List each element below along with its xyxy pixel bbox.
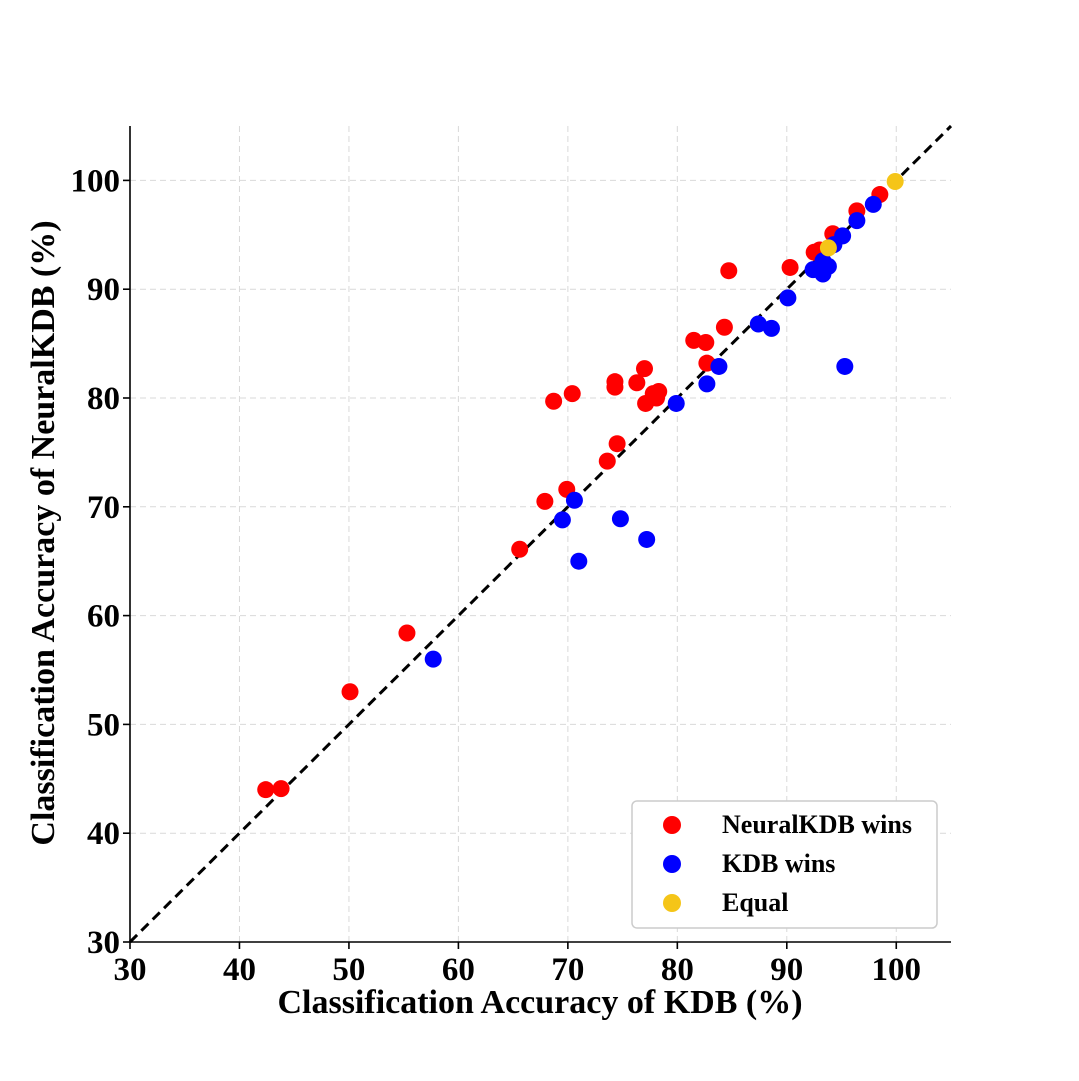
point-neuralkdb-wins bbox=[606, 373, 624, 391]
point-kdb-wins bbox=[864, 195, 882, 213]
point-neuralkdb-wins bbox=[715, 318, 733, 336]
x-tick-label: 30 bbox=[114, 952, 147, 988]
y-tick-label: 100 bbox=[71, 163, 121, 199]
y-tick-label: 50 bbox=[87, 707, 120, 743]
y-axis-title: Classification Accuracy of NeuralKDB (%) bbox=[25, 220, 62, 845]
point-neuralkdb-wins bbox=[628, 374, 646, 392]
y-tick-label: 30 bbox=[87, 925, 120, 961]
point-kdb-wins bbox=[814, 252, 832, 270]
point-neuralkdb-wins bbox=[257, 781, 275, 799]
point-neuralkdb-wins bbox=[511, 540, 529, 558]
y-tick-label: 90 bbox=[87, 272, 120, 308]
point-kdb-wins bbox=[834, 227, 852, 245]
legend-marker-equal bbox=[663, 894, 681, 912]
y-tick-label: 80 bbox=[87, 381, 120, 417]
point-neuralkdb-wins bbox=[341, 683, 359, 701]
point-kdb-wins bbox=[779, 289, 797, 307]
legend: NeuralKDB wins KDB wins Equal bbox=[631, 800, 938, 929]
x-tick-label: 90 bbox=[770, 952, 803, 988]
y-tick-label: 60 bbox=[87, 599, 120, 635]
point-kdb-wins bbox=[570, 552, 588, 570]
x-axis-title: Classification Accuracy of KDB (%) bbox=[277, 984, 802, 1021]
point-neuralkdb-wins bbox=[635, 360, 653, 378]
point-kdb-wins bbox=[638, 530, 656, 548]
point-neuralkdb-wins bbox=[781, 258, 799, 276]
point-kdb-wins bbox=[667, 394, 685, 412]
point-equal bbox=[819, 239, 837, 257]
point-equal bbox=[886, 172, 904, 190]
point-neuralkdb-wins bbox=[697, 334, 715, 352]
y-tick-label: 40 bbox=[87, 816, 120, 852]
x-tick-label: 60 bbox=[442, 952, 475, 988]
point-neuralkdb-wins bbox=[598, 452, 616, 470]
axis-layer: 30 40 50 60 70 80 90 100 30 40 50 60 70 80 90 100 bbox=[71, 126, 951, 988]
point-kdb-wins bbox=[611, 510, 629, 528]
point-neuralkdb-wins bbox=[536, 492, 554, 510]
x-tick-label: 50 bbox=[332, 952, 365, 988]
point-kdb-wins bbox=[836, 357, 854, 375]
legend-marker-neuralkdb-wins bbox=[663, 816, 681, 834]
x-tick-label: 100 bbox=[872, 952, 922, 988]
legend-box bbox=[631, 800, 938, 929]
labels-layer: Classification Accuracy of KDB (%) Class… bbox=[25, 220, 803, 1021]
point-kdb-wins bbox=[424, 650, 442, 668]
legend-label-equal: Equal bbox=[722, 888, 789, 917]
point-neuralkdb-wins bbox=[608, 435, 626, 453]
point-neuralkdb-wins bbox=[563, 385, 581, 403]
point-neuralkdb-wins bbox=[545, 392, 563, 410]
x-tick-label: 70 bbox=[551, 952, 584, 988]
x-tick-label: 40 bbox=[223, 952, 256, 988]
point-neuralkdb-wins bbox=[720, 262, 738, 280]
point-kdb-wins bbox=[749, 315, 767, 333]
point-kdb-wins bbox=[848, 212, 866, 230]
point-kdb-wins bbox=[698, 375, 716, 393]
point-kdb-wins bbox=[762, 319, 780, 337]
legend-label-kdb-wins: KDB wins bbox=[722, 849, 835, 878]
point-kdb-wins bbox=[553, 511, 571, 529]
legend-label-neuralkdb-wins: NeuralKDB wins bbox=[722, 810, 912, 839]
point-neuralkdb-wins bbox=[272, 780, 290, 798]
point-kdb-wins bbox=[565, 491, 583, 509]
points-layer bbox=[257, 172, 904, 799]
point-neuralkdb-wins bbox=[648, 389, 666, 407]
point-kdb-wins bbox=[710, 357, 728, 375]
x-tick-label: 80 bbox=[661, 952, 694, 988]
legend-marker-kdb-wins bbox=[663, 855, 681, 873]
y-tick-label: 70 bbox=[87, 490, 120, 526]
point-neuralkdb-wins bbox=[398, 624, 416, 642]
